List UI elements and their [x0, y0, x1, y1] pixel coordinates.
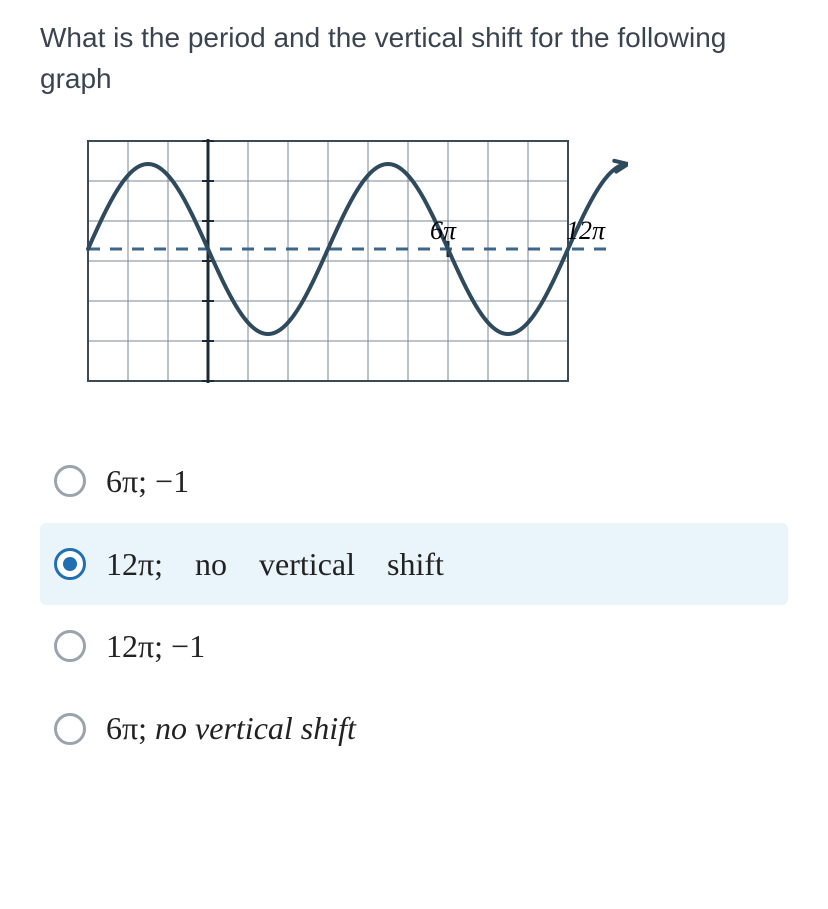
- option-1[interactable]: 6π; −1: [40, 440, 788, 522]
- option-label: 12π; no vertical shift: [106, 545, 444, 583]
- svg-text:12π: 12π: [566, 216, 606, 245]
- radio-icon: [54, 548, 86, 580]
- question-text: What is the period and the vertical shif…: [40, 18, 788, 99]
- option-label: 6π; −1: [106, 462, 189, 500]
- trig-graph-svg: 6π 12π: [68, 131, 628, 391]
- option-2[interactable]: 12π; no vertical shift: [40, 523, 788, 605]
- radio-icon: [54, 465, 86, 497]
- option-3[interactable]: 12π; −1: [40, 605, 788, 687]
- answer-options: 6π; −1 12π; no vertical shift 12π; −1 6π…: [40, 440, 788, 770]
- option-4[interactable]: 6π; no vertical shift: [40, 687, 788, 769]
- svg-text:6π: 6π: [430, 216, 457, 245]
- option-label: 6π; no vertical shift: [106, 709, 356, 747]
- radio-icon: [54, 630, 86, 662]
- graph-figure: 6π 12π: [68, 131, 788, 396]
- radio-icon: [54, 713, 86, 745]
- option-label: 12π; −1: [106, 627, 205, 665]
